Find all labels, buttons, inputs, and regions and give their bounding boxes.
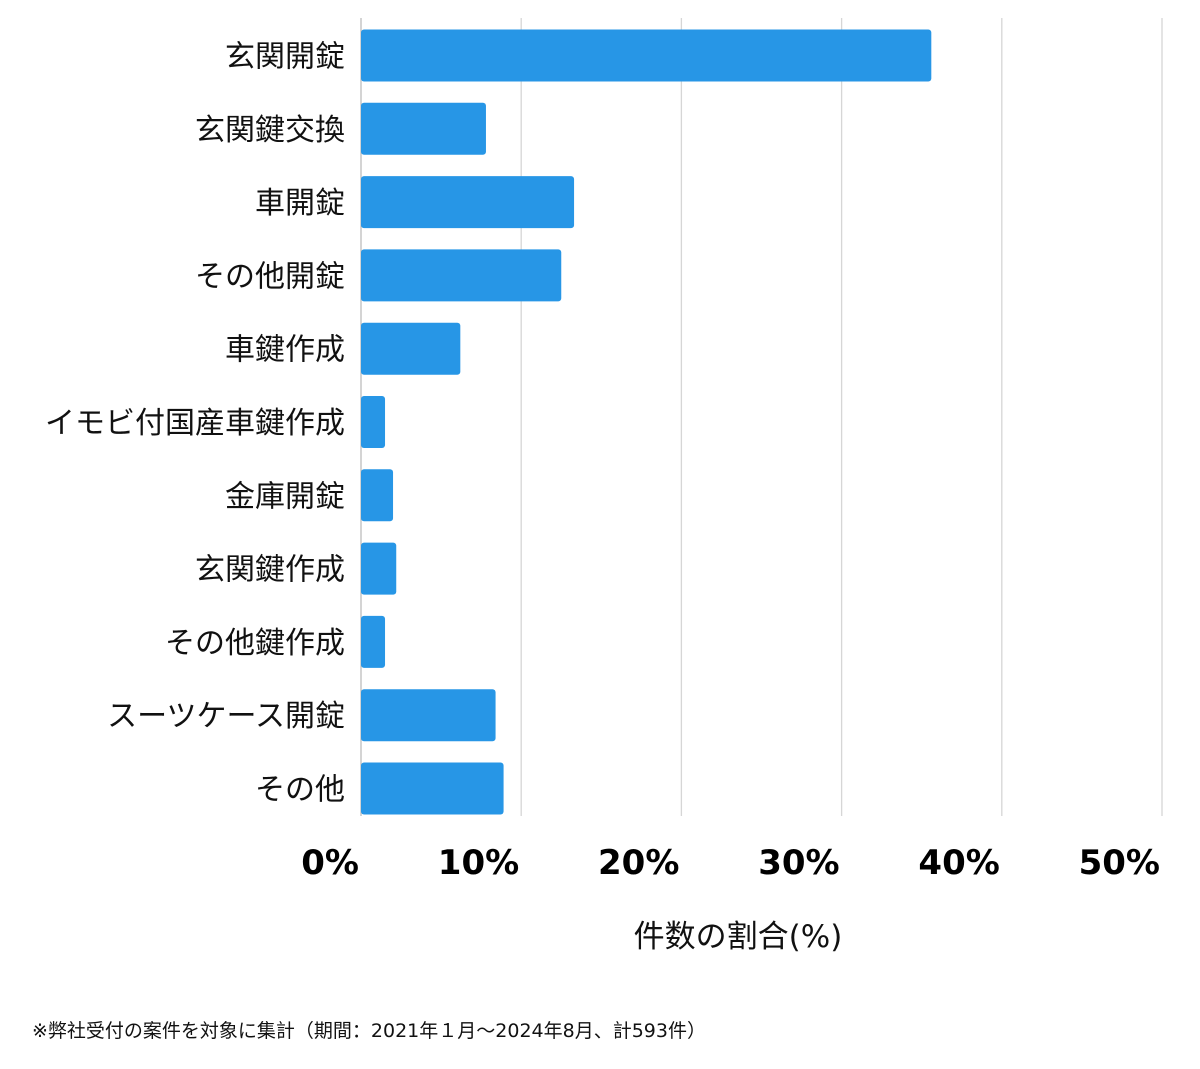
bar xyxy=(361,396,386,448)
x-axis-title: 件数の割合(%) xyxy=(634,919,843,955)
bar xyxy=(361,29,932,82)
bar xyxy=(361,102,486,155)
category-label: その他鍵作成 xyxy=(165,626,345,661)
category-label: その他開錠 xyxy=(195,259,345,294)
bar xyxy=(361,249,562,302)
category-label: 車鍵作成 xyxy=(225,333,345,368)
bar xyxy=(361,762,504,815)
x-tick-label: 40% xyxy=(918,843,999,883)
category-label: その他 xyxy=(255,773,345,808)
footnote: ※弊社受付の案件を対象に集計（期間：2021年１月〜2024年8月、計593件） xyxy=(32,1020,706,1042)
x-tick-label: 10% xyxy=(438,843,519,883)
bar xyxy=(361,322,461,375)
category-label: イモビ付国産車鍵作成 xyxy=(45,406,345,441)
category-labels: 玄関開錠玄関鍵交換車開錠その他開錠車鍵作成イモビ付国産車鍵作成金庫開錠玄関鍵作成… xyxy=(45,40,345,808)
category-label: 金庫開錠 xyxy=(225,479,345,514)
bar xyxy=(361,176,575,229)
bar xyxy=(361,615,386,668)
bar-series xyxy=(361,29,932,815)
bar-chart: 玄関開錠玄関鍵交換車開錠その他開錠車鍵作成イモビ付国産車鍵作成金庫開錠玄関鍵作成… xyxy=(45,18,1163,955)
bar xyxy=(361,689,496,742)
x-tick-label: 20% xyxy=(598,843,679,883)
x-tick-label: 0% xyxy=(301,843,359,883)
category-label: 玄関開錠 xyxy=(225,40,345,75)
x-tick-label: 30% xyxy=(758,843,839,883)
grid-lines xyxy=(360,18,1163,816)
bar xyxy=(361,469,394,522)
x-tick-labels: 0% 10% 20% 30% 40% 50% xyxy=(301,843,1160,883)
category-label: 玄関鍵交換 xyxy=(195,113,345,148)
category-label: 車開錠 xyxy=(255,186,345,221)
x-tick-label: 50% xyxy=(1079,843,1160,883)
category-label: スーツケース開錠 xyxy=(107,699,345,734)
bar xyxy=(361,542,397,595)
category-label: 玄関鍵作成 xyxy=(195,553,345,588)
